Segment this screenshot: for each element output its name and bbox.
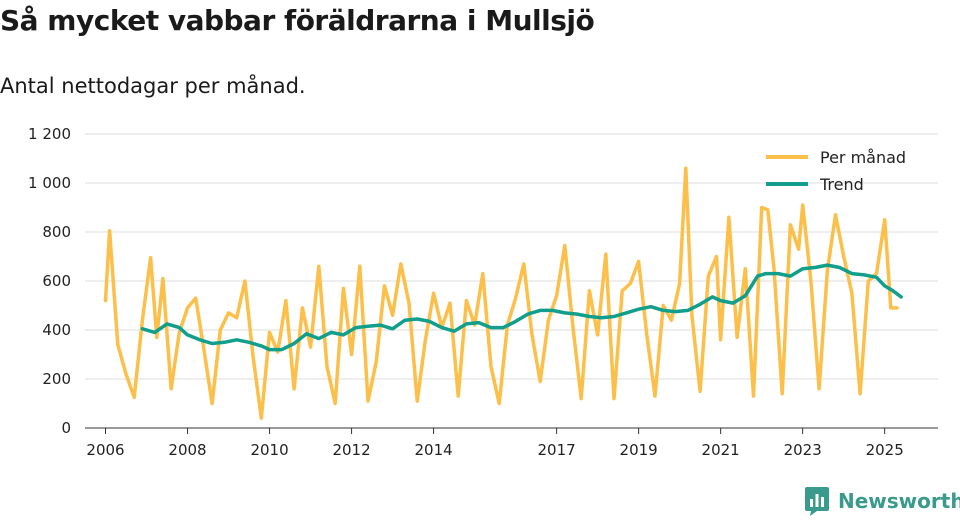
legend: Per månad Trend <box>766 148 906 194</box>
brand-name: Newsworthy <box>838 489 960 513</box>
y-tick-label: 400 <box>42 321 71 339</box>
y-tick-label: 1 000 <box>28 174 71 192</box>
chart-title: Så mycket vabbar föräldrarna i Mullsjö <box>0 4 595 37</box>
chart-subtitle: Antal nettodagar per månad. <box>0 74 306 98</box>
series-lines <box>103 166 903 420</box>
legend-label: Trend <box>819 175 864 194</box>
newsworthy-logo-icon <box>805 487 829 516</box>
x-tick-label: 2025 <box>866 441 904 459</box>
x-tick-label: 2010 <box>250 441 288 459</box>
series-line-trend <box>140 263 903 352</box>
x-tick-label: 2021 <box>702 441 740 459</box>
legend-label: Per månad <box>820 148 906 167</box>
series-line-per-manad <box>103 166 899 420</box>
y-tick-label: 1 200 <box>28 125 71 143</box>
y-tick-label: 600 <box>42 272 71 290</box>
x-axis: 2006 2008 2010 2012 2014 2017 2019 2021 2023 2025 <box>85 427 938 459</box>
x-tick-label: 2008 <box>168 441 206 459</box>
y-tick-label: 800 <box>42 223 71 241</box>
x-tick-label: 2012 <box>332 441 370 459</box>
x-tick-label: 2023 <box>784 441 822 459</box>
x-tick-label: 2019 <box>620 441 658 459</box>
y-tick-label: 0 <box>61 419 71 437</box>
gridlines: 0 200 400 600 800 1 000 1 200 <box>28 125 938 437</box>
x-tick-label: 2017 <box>538 441 576 459</box>
x-tick-label: 2014 <box>414 441 452 459</box>
brand-logo: Newsworthy <box>804 486 960 516</box>
y-tick-label: 200 <box>42 370 71 388</box>
x-tick-label: 2006 <box>86 441 124 459</box>
